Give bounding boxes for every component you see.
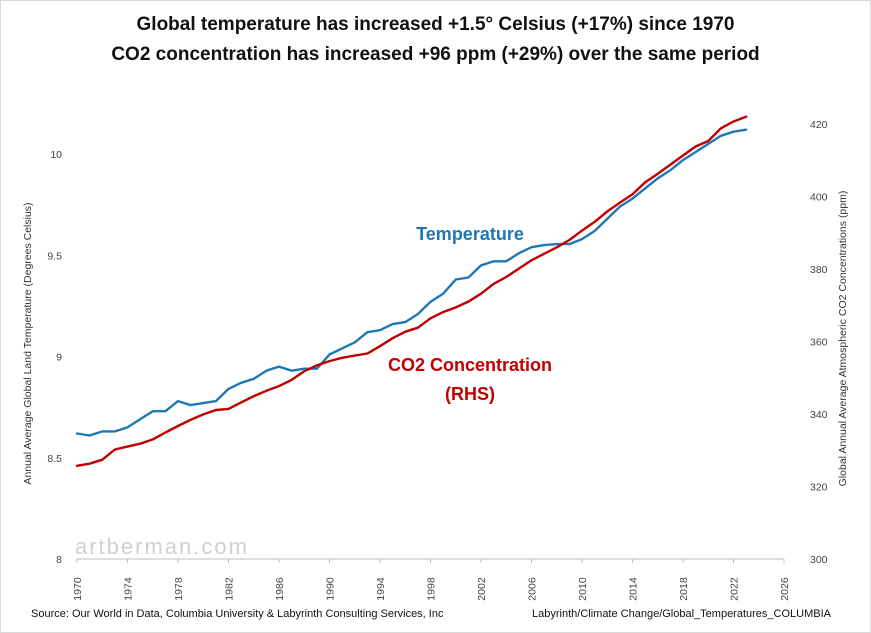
series-line-co2 bbox=[75, 115, 748, 467]
y2-tick-label: 400 bbox=[810, 192, 828, 204]
x-tick-label: 1974 bbox=[123, 577, 135, 601]
source-footnote: Source: Our World in Data, Columbia Univ… bbox=[31, 608, 444, 620]
x-tick-label: 1998 bbox=[426, 577, 438, 601]
chart-title-line-2: CO2 concentration has increased +96 ppm … bbox=[111, 44, 760, 65]
x-tick-label: 2018 bbox=[678, 577, 690, 601]
x-tick-label: 1990 bbox=[325, 577, 337, 601]
x-tick-label: 2010 bbox=[577, 577, 589, 601]
series-line-temperature bbox=[75, 128, 748, 437]
x-tick-label: 1994 bbox=[375, 577, 387, 601]
chart-title-line-1: Global temperature has increased +1.5° C… bbox=[136, 14, 735, 35]
y2-tick-label: 360 bbox=[810, 337, 828, 349]
series-label-co2: (RHS) bbox=[445, 384, 495, 404]
y-tick-label: 8 bbox=[56, 554, 62, 566]
x-tick-label: 2014 bbox=[628, 577, 640, 601]
series-label-co2: CO2 Concentration bbox=[388, 355, 552, 375]
x-tick-label: 1982 bbox=[224, 577, 236, 601]
x-tick-label: 2002 bbox=[476, 577, 488, 601]
x-tick-label: 1986 bbox=[274, 577, 286, 601]
series-label-temperature: Temperature bbox=[416, 224, 524, 244]
y2-tick-label: 300 bbox=[810, 554, 828, 566]
x-tick-label: 2026 bbox=[779, 577, 791, 601]
y-axis-title: Annual Average Global Land Temperature (… bbox=[22, 202, 34, 484]
file-path-footnote: Labyrinth/Climate Change/Global_Temperat… bbox=[532, 608, 831, 620]
y-tick-label: 8.5 bbox=[47, 453, 62, 465]
y2-tick-label: 320 bbox=[810, 482, 828, 494]
y2-tick-label: 380 bbox=[810, 264, 828, 276]
y2-tick-label: 420 bbox=[810, 119, 828, 131]
x-tick-label: 1978 bbox=[173, 577, 185, 601]
y2-tick-label: 340 bbox=[810, 409, 828, 421]
y-tick-label: 10 bbox=[50, 149, 62, 161]
watermark-text: artberman.com bbox=[75, 534, 249, 559]
x-tick-label: 2006 bbox=[527, 577, 539, 601]
y-tick-label: 9.5 bbox=[47, 250, 62, 262]
y2-axis-title: Global Annual Average Atmospheric CO2 Co… bbox=[837, 191, 849, 487]
x-tick-label: 2022 bbox=[729, 577, 741, 601]
x-tick-label: 1970 bbox=[72, 577, 84, 601]
y-tick-label: 9 bbox=[56, 352, 62, 364]
